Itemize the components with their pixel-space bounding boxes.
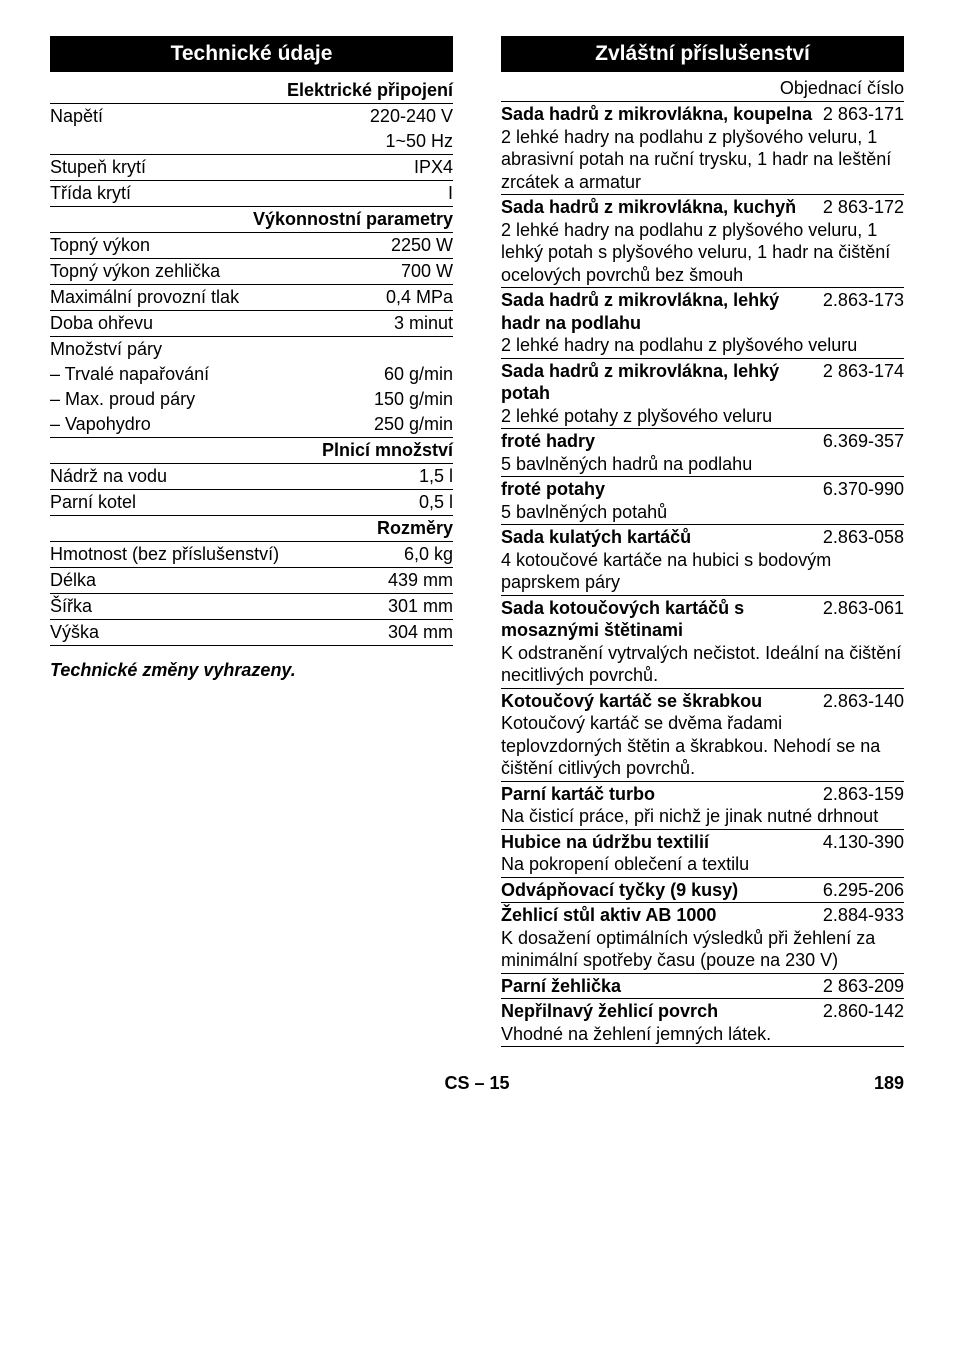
acc-code: 2.863-061	[823, 597, 904, 620]
acc-code: 2.863-140	[823, 690, 904, 713]
acc-code: 2 863-209	[823, 975, 904, 998]
tech-note: Technické změny vyhrazeny.	[50, 660, 453, 681]
acc-desc: 5 bavlněných hadrů na podlahu	[501, 453, 904, 476]
order-number-label: Objednací číslo	[501, 78, 904, 99]
acc-desc: 2 lehké potahy z plyšového veluru	[501, 405, 904, 428]
accessory-item: Žehlicí stůl aktiv AB 1000 2.884-933 K do…	[501, 902, 904, 973]
tech-row: Nádrž na vodu1,5 l	[50, 464, 453, 490]
acc-desc: Vhodné na žehlení jemných látek.	[501, 1023, 904, 1046]
accessory-item: Parní kartáč turbo 2.863-159 Na čisticí p…	[501, 781, 904, 829]
tech-row: Délka439 mm	[50, 568, 453, 594]
acc-title: Sada hadrů z mikrovlákna, lehký hadr na …	[501, 289, 815, 334]
acc-title: Hubice na údržbu textilií	[501, 831, 709, 854]
tech-table: Elektrické připojení Napětí220-240 V 1~5…	[50, 78, 453, 646]
acc-title: Nepřilnavý žehlicí povrch	[501, 1000, 718, 1023]
tech-header: Technické údaje	[50, 36, 453, 72]
acc-code: 2.863-173	[823, 289, 904, 312]
tech-row: – Max. proud páry150 g/min	[50, 387, 453, 412]
tech-row: Množství páry	[50, 337, 453, 363]
columns: Technické údaje Elektrické připojení Nap…	[50, 36, 904, 1047]
acc-code: 2.884-933	[823, 904, 904, 927]
tech-group-title: Plnicí množství	[50, 438, 453, 464]
acc-code: 6.369-357	[823, 430, 904, 453]
right-column: Zvláštní příslušenství Objednací číslo S…	[501, 36, 904, 1047]
page: Technické údaje Elektrické připojení Nap…	[0, 0, 954, 1127]
acc-desc: Na čisticí práce, při nichž je jinak nut…	[501, 805, 904, 828]
accessory-item: Parní žehlička 2 863-209	[501, 973, 904, 999]
acc-desc: K dosažení optimálních výsledků při žehl…	[501, 927, 904, 972]
tech-row: Výška304 mm	[50, 620, 453, 646]
footer-center: CS – 15	[444, 1073, 509, 1094]
acc-title: Sada hadrů z mikrovlákna, lehký potah	[501, 360, 815, 405]
accessory-item: froté hadry 6.369-357 5 bavlněných hadrů …	[501, 428, 904, 476]
tech-row: Stupeň krytíIPX4	[50, 155, 453, 181]
accessory-item: Odvápňovací tyčky (9 kusy) 6.295-206	[501, 877, 904, 903]
acc-title: Parní žehlička	[501, 975, 621, 998]
tech-group-title: Rozměry	[50, 516, 453, 542]
tech-row: Parní kotel0,5 l	[50, 490, 453, 516]
tech-row: Doba ohřevu3 minut	[50, 311, 453, 337]
tech-group-title: Elektrické připojení	[50, 78, 453, 104]
acc-code: 2 863-172	[823, 196, 904, 219]
accessory-item: Nepřilnavý žehlicí povrch 2.860-142 Vhodn…	[501, 998, 904, 1047]
accessory-item: Kotoučový kartáč se škrabkou 2.863-140 Ko…	[501, 688, 904, 781]
acc-code: 2.863-058	[823, 526, 904, 549]
acc-desc: Kotoučový kartáč se dvěma řadami teplovz…	[501, 712, 904, 780]
footer-page-number: 189	[874, 1073, 904, 1094]
accessory-item: Sada kulatých kartáčů 2.863-058 4 kotoučo…	[501, 524, 904, 595]
tech-row: Šířka301 mm	[50, 594, 453, 620]
page-footer: CS – 15 189	[50, 1073, 904, 1097]
acc-desc: 5 bavlněných potahů	[501, 501, 904, 524]
acc-title: Sada hadrů z mikrovlákna, kuchyň	[501, 196, 796, 219]
acc-desc: 2 lehké hadry na podlahu z plyšového vel…	[501, 126, 904, 194]
acc-code: 2 863-171	[823, 103, 904, 126]
acc-title: Parní kartáč turbo	[501, 783, 655, 806]
acc-desc: K odstranění vytrvalých nečistot. Ideáln…	[501, 642, 904, 687]
accessory-item: Sada hadrů z mikrovlákna, lehký potah 2 8…	[501, 358, 904, 429]
tech-row: Topný výkon2250 W	[50, 233, 453, 259]
tech-row: Topný výkon zehlička700 W	[50, 259, 453, 285]
acc-code: 6.370-990	[823, 478, 904, 501]
acc-title: froté potahy	[501, 478, 605, 501]
acc-title: Odvápňovací tyčky (9 kusy)	[501, 879, 738, 902]
accessory-item: Sada hadrů z mikrovlákna, kuchyň 2 863-17…	[501, 194, 904, 287]
accessory-item: Sada hadrů z mikrovlákna, lehký hadr na …	[501, 287, 904, 358]
acc-title: Sada kotoučových kartáčů s mosaznými ště…	[501, 597, 815, 642]
tech-row: Napětí220-240 V	[50, 104, 453, 130]
acc-code: 4.130-390	[823, 831, 904, 854]
acc-desc: Na pokropení oblečení a textilu	[501, 853, 904, 876]
tech-group-title: Výkonnostní parametry	[50, 207, 453, 233]
acc-title: Kotoučový kartáč se škrabkou	[501, 690, 762, 713]
accessory-item: Sada hadrů z mikrovlákna, koupelna 2 863-…	[501, 101, 904, 194]
acc-code: 6.295-206	[823, 879, 904, 902]
acc-header: Zvláštní příslušenství	[501, 36, 904, 72]
tech-row: Maximální provozní tlak0,4 MPa	[50, 285, 453, 311]
acc-title: froté hadry	[501, 430, 595, 453]
accessory-item: froté potahy 6.370-990 5 bavlněných potah…	[501, 476, 904, 524]
acc-code: 2 863-174	[823, 360, 904, 383]
tech-row: Hmotnost (bez příslušenství)6,0 kg	[50, 542, 453, 568]
accessory-item: Hubice na údržbu textilií 4.130-390 Na po…	[501, 829, 904, 877]
acc-desc: 2 lehké hadry na podlahu z plyšového vel…	[501, 334, 904, 357]
acc-title: Sada hadrů z mikrovlákna, koupelna	[501, 103, 812, 126]
left-column: Technické údaje Elektrické připojení Nap…	[50, 36, 453, 1047]
acc-code: 2.863-159	[823, 783, 904, 806]
acc-desc: 2 lehké hadry na podlahu z plyšového vel…	[501, 219, 904, 287]
accessory-list: Sada hadrů z mikrovlákna, koupelna 2 863-…	[501, 101, 904, 1047]
tech-row: – Trvalé napařování60 g/min	[50, 362, 453, 387]
acc-title: Sada kulatých kartáčů	[501, 526, 691, 549]
accessory-item: Sada kotoučových kartáčů s mosaznými ště…	[501, 595, 904, 688]
acc-desc: 4 kotoučové kartáče na hubici s bodovým …	[501, 549, 904, 594]
tech-row: 1~50 Hz	[50, 129, 453, 155]
acc-title: Žehlicí stůl aktiv AB 1000	[501, 904, 716, 927]
tech-row: Třída krytíI	[50, 181, 453, 207]
tech-row: – Vapohydro250 g/min	[50, 412, 453, 438]
acc-code: 2.860-142	[823, 1000, 904, 1023]
